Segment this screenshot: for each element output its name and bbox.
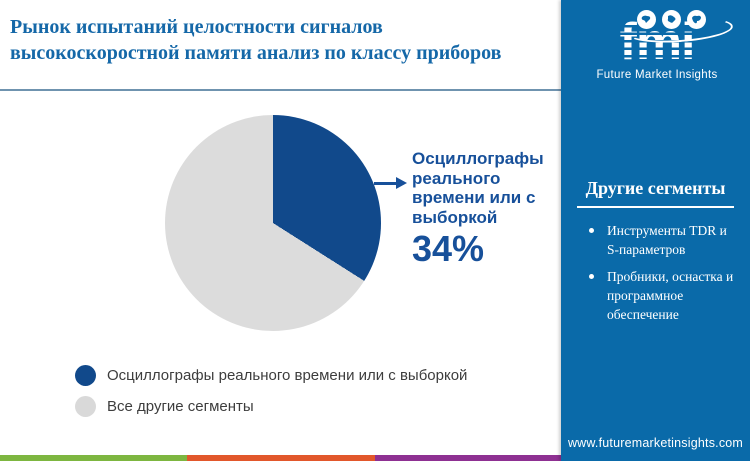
- logo-wordmark: fmi: [589, 16, 725, 68]
- page-title-line2: высокоскоростной памяти анализ по классу…: [10, 42, 502, 64]
- globe-americas-icon: [637, 10, 656, 29]
- bullet-item-probes: Пробники, оснастка и программное обеспеч…: [581, 267, 737, 324]
- website-link[interactable]: www.futuremarketinsights.com: [567, 436, 744, 450]
- legend-label: Осциллографы реального времени или с выб…: [107, 366, 468, 384]
- legend-label: Все другие сегменты: [107, 397, 254, 415]
- legend-item-other-segments: Все другие сегменты: [75, 395, 467, 417]
- stripe-green: [0, 455, 188, 461]
- stripe-orange: [187, 455, 375, 461]
- sidebar-heading-rule: [577, 206, 734, 208]
- main-panel: Рынок испытаний целостности сигналов выс…: [0, 14, 562, 461]
- legend-swatch-gray: [75, 395, 96, 417]
- callout-label: Осциллографы реального времени или с выб…: [412, 149, 544, 227]
- pie-callout: Осциллографы реального времени или с выб…: [412, 149, 554, 267]
- footer-color-stripe: [0, 455, 562, 461]
- globe-asia-icon: [687, 10, 706, 29]
- logo-tagline: Future Market Insights: [596, 69, 718, 81]
- callout-arrow: [374, 182, 398, 185]
- pie-chart: [165, 115, 381, 331]
- sidebar-heading: Другие сегменты: [585, 178, 726, 198]
- sidebar-bullet-list: Инструменты TDR и S-параметров Пробники,…: [581, 221, 737, 332]
- legend-item-oscilloscopes: Осциллографы реального времени или с выб…: [75, 364, 467, 386]
- bullet-item-tdr: Инструменты TDR и S-параметров: [581, 221, 737, 259]
- globe-europe-icon: [662, 10, 681, 29]
- page-title: Рынок испытаний целостности сигналов выс…: [10, 14, 555, 66]
- logo-globes: [637, 10, 706, 29]
- fmi-logo: fmi Future Market Insights: [589, 8, 734, 84]
- sidebar: fmi Future Market Insights Другие сегмен…: [561, 0, 750, 461]
- title-divider: [0, 89, 562, 91]
- chart-legend: Осциллографы реального времени или с выб…: [75, 364, 467, 426]
- logo-stripes-overlay: [589, 20, 725, 68]
- legend-swatch-blue: [75, 364, 96, 386]
- stripe-purple: [374, 455, 562, 461]
- callout-value: 34%: [412, 228, 485, 269]
- page-title-line1: Рынок испытаний целостности сигналов: [10, 16, 383, 38]
- callout-arrowhead-icon: [396, 177, 407, 189]
